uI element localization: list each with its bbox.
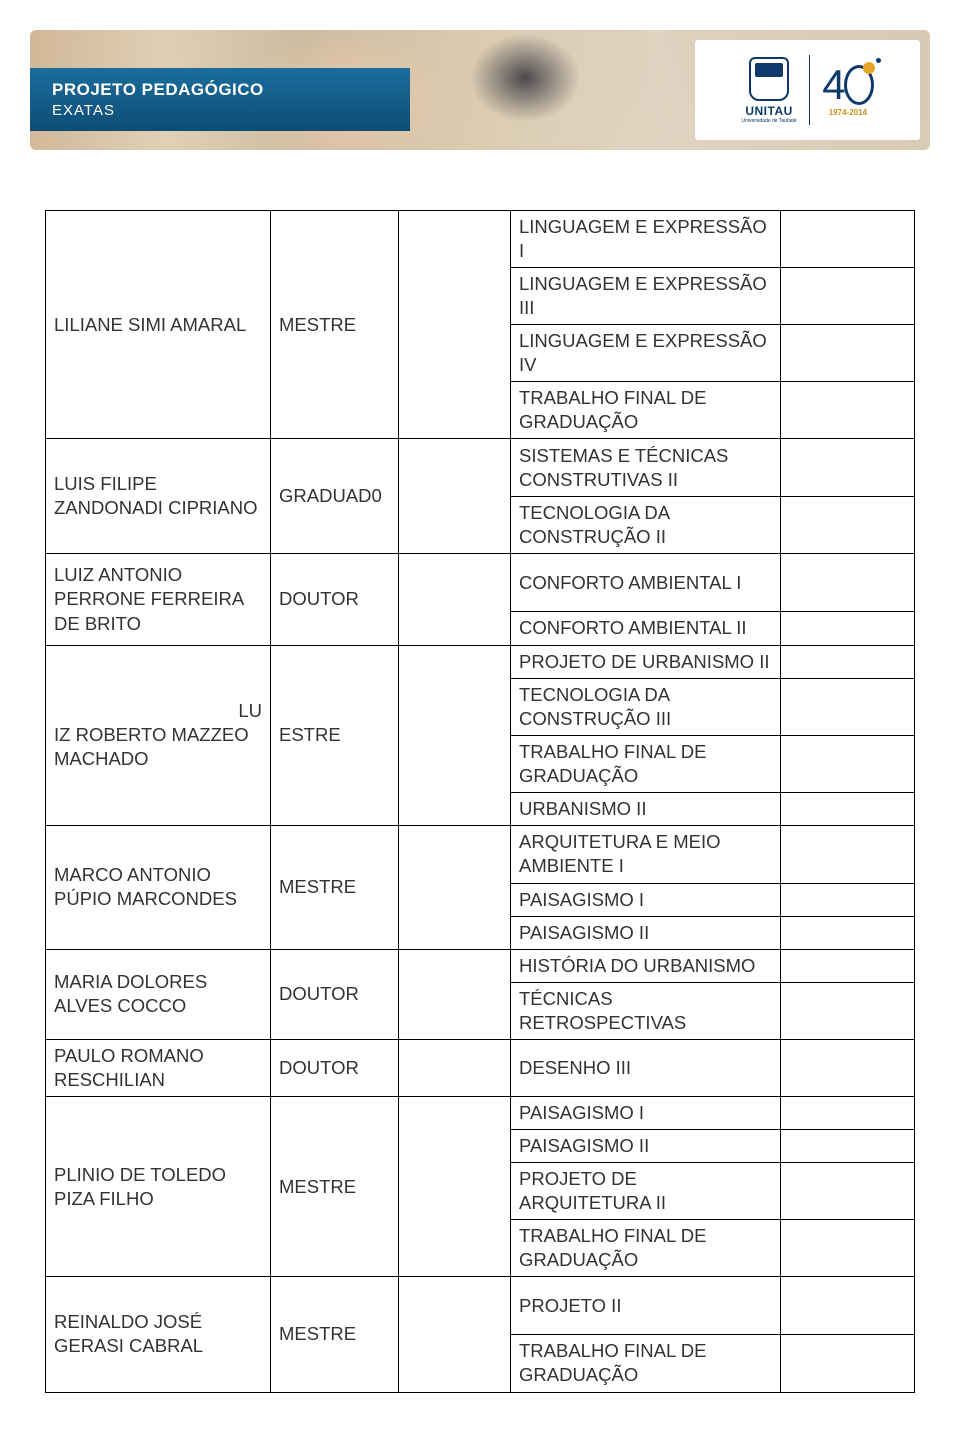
degree-cell: MESTRE [271, 211, 399, 439]
subject-cell: CONFORTO AMBIENTAL II [511, 612, 781, 645]
trailing-cell [781, 678, 915, 735]
trailing-cell [781, 1130, 915, 1163]
trailing-cell [781, 825, 915, 883]
trailing-cell [781, 439, 915, 497]
empty-cell [399, 1097, 511, 1277]
degree-cell: MESTRE [271, 1097, 399, 1277]
subject-cell: DESENHO III [511, 1040, 781, 1097]
subject-cell: ARQUITETURA E MEIO AMBIENTE I [511, 825, 781, 883]
trailing-cell [781, 883, 915, 916]
unitau-logo: UNITAU Universidade de Taubaté [741, 57, 796, 124]
table-row: LUIS FILIPE ZANDONADI CIPRIANOGRADUAD0SI… [46, 439, 915, 497]
faculty-name-cell: PLINIO DE TOLEDO PIZA FILHO [46, 1097, 271, 1277]
trailing-cell [781, 554, 915, 612]
trailing-cell [781, 612, 915, 645]
subject-cell: URBANISMO II [511, 792, 781, 825]
subject-cell: PAISAGISMO I [511, 1097, 781, 1130]
anniversary-years: 1974-2014 [829, 108, 867, 117]
trailing-cell [781, 735, 915, 792]
trailing-cell [781, 949, 915, 982]
faculty-table-wrap: LILIANE SIMI AMARALMESTRELINGUAGEM E EXP… [45, 210, 915, 1393]
subject-cell: SISTEMAS E TÉCNICAS CONSTRUTIVAS II [511, 439, 781, 497]
table-row: LILIANE SIMI AMARALMESTRELINGUAGEM E EXP… [46, 211, 915, 268]
trailing-cell [781, 1335, 915, 1392]
subject-cell: TRABALHO FINAL DE GRADUAÇÃO [511, 1335, 781, 1392]
subject-cell: TECNOLOGIA DA CONSTRUÇÃO II [511, 497, 781, 554]
trailing-cell [781, 916, 915, 949]
faculty-name-cell: LUIS FILIPE ZANDONADI CIPRIANO [46, 439, 271, 554]
trailing-cell [781, 211, 915, 268]
empty-cell [399, 645, 511, 825]
header-subtitle: EXATAS [52, 102, 388, 119]
degree-cell: MESTRE [271, 825, 399, 949]
trailing-cell [781, 325, 915, 382]
forty-icon: 4 [822, 64, 873, 106]
trailing-cell [781, 1277, 915, 1335]
degree-cell: ESTRE [271, 645, 399, 825]
subject-cell: HISTÓRIA DO URBANISMO [511, 949, 781, 982]
header-badge: PROJETO PEDAGÓGICO EXATAS [30, 68, 410, 131]
table-row: PAULO ROMANO RESCHILIANDOUTOR DESENHO III [46, 1040, 915, 1097]
unitau-logo-sub: Universidade de Taubaté [741, 118, 796, 124]
empty-cell [399, 825, 511, 949]
empty-cell [399, 211, 511, 439]
table-row: MARCO ANTONIO PÚPIO MARCONDESMESTREARQUI… [46, 825, 915, 883]
trailing-cell [781, 792, 915, 825]
subject-cell: CONFORTO AMBIENTAL I [511, 554, 781, 612]
trailing-cell [781, 1220, 915, 1277]
subject-cell: TRABALHO FINAL DE GRADUAÇÃO [511, 382, 781, 439]
subject-cell: TRABALHO FINAL DE GRADUAÇÃO [511, 735, 781, 792]
page-header: PROJETO PEDAGÓGICO EXATAS UNITAU Univers… [30, 30, 930, 150]
trailing-cell [781, 382, 915, 439]
subject-cell: PAISAGISMO II [511, 916, 781, 949]
subject-cell: PROJETO DE URBANISMO II [511, 645, 781, 678]
trailing-cell [781, 268, 915, 325]
faculty-name-cell: LILIANE SIMI AMARAL [46, 211, 271, 439]
faculty-name-cell: MARCO ANTONIO PÚPIO MARCONDES [46, 825, 271, 949]
logo-separator [809, 55, 811, 125]
faculty-name-cell: LUIZ ROBERTO MAZZEO MACHADO [46, 645, 271, 825]
faculty-table: LILIANE SIMI AMARALMESTRELINGUAGEM E EXP… [45, 210, 915, 1393]
name-main: IZ ROBERTO MAZZEO MACHADO [54, 723, 262, 771]
trailing-cell [781, 645, 915, 678]
header-title: PROJETO PEDAGÓGICO [52, 80, 388, 100]
faculty-name-cell: LUIZ ANTONIO PERRONE FERREIRA DE BRITO [46, 554, 271, 645]
subject-cell: PAISAGISMO I [511, 883, 781, 916]
name-prefix: LU [54, 699, 262, 723]
faculty-name-cell: MARIA DOLORES ALVES COCCO [46, 949, 271, 1039]
subject-cell: LINGUAGEM E EXPRESSÃO I [511, 211, 781, 268]
table-row: LUIZ ROBERTO MAZZEO MACHADOESTREPROJETO … [46, 645, 915, 678]
empty-cell [399, 949, 511, 1039]
degree-cell: DOUTOR [271, 554, 399, 645]
logo-box: UNITAU Universidade de Taubaté 4 1974-20… [695, 40, 920, 140]
subject-cell: TECNOLOGIA DA CONSTRUÇÃO III [511, 678, 781, 735]
trailing-cell [781, 1097, 915, 1130]
degree-cell: DOUTOR [271, 949, 399, 1039]
table-row: REINALDO JOSÉ GERASI CABRALMESTREPROJETO… [46, 1277, 915, 1335]
faculty-name-cell: PAULO ROMANO RESCHILIAN [46, 1040, 271, 1097]
table-row: PLINIO DE TOLEDO PIZA FILHOMESTREPAISAGI… [46, 1097, 915, 1130]
empty-cell [399, 1040, 511, 1097]
subject-cell: TÉCNICAS RETROSPECTIVAS [511, 982, 781, 1039]
shield-icon [749, 57, 789, 101]
degree-cell: DOUTOR [271, 1040, 399, 1097]
empty-cell [399, 439, 511, 554]
unitau-logo-text: UNITAU [745, 104, 792, 118]
table-row: LUIZ ANTONIO PERRONE FERREIRA DE BRITODO… [46, 554, 915, 612]
subject-cell: TRABALHO FINAL DE GRADUAÇÃO [511, 1220, 781, 1277]
subject-cell: LINGUAGEM E EXPRESSÃO III [511, 268, 781, 325]
trailing-cell [781, 1163, 915, 1220]
empty-cell [399, 554, 511, 645]
subject-cell: PROJETO DE ARQUITETURA II [511, 1163, 781, 1220]
subject-cell: PROJETO II [511, 1277, 781, 1335]
subject-cell: LINGUAGEM E EXPRESSÃO IV [511, 325, 781, 382]
degree-cell: GRADUAD0 [271, 439, 399, 554]
subject-cell: PAISAGISMO II [511, 1130, 781, 1163]
table-row: MARIA DOLORES ALVES COCCODOUTORHISTÓRIA … [46, 949, 915, 982]
trailing-cell [781, 497, 915, 554]
anniversary-logo: 4 1974-2014 [822, 64, 873, 117]
trailing-cell [781, 1040, 915, 1097]
trailing-cell [781, 982, 915, 1039]
